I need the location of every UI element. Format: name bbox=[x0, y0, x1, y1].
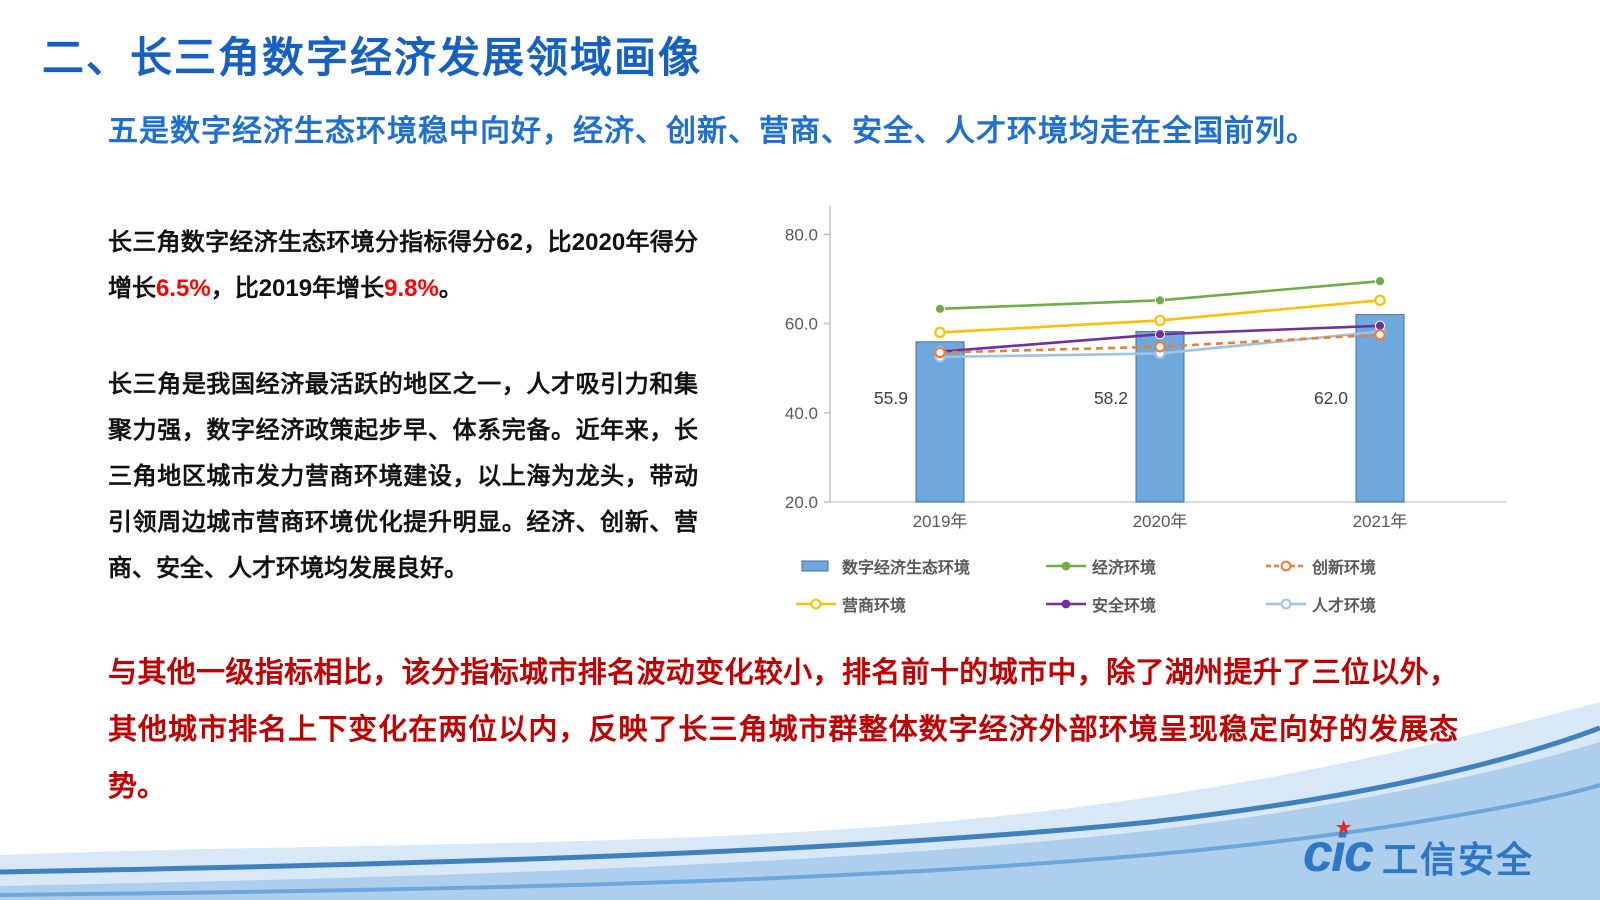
legend-label: 人才环境 bbox=[1312, 598, 1377, 615]
bottom-wave-decoration bbox=[0, 702, 1600, 900]
legend-bar-swatch-icon bbox=[801, 560, 829, 572]
svg-text:40.0: 40.0 bbox=[785, 404, 818, 423]
legend-item: 人才环境 bbox=[1266, 592, 1486, 616]
score-text-segment: 。 bbox=[438, 275, 463, 302]
wave-accent-line-2 bbox=[0, 783, 1600, 897]
legend-line-swatch-icon bbox=[1046, 599, 1086, 609]
wave-accent-line bbox=[0, 725, 1600, 875]
svg-text:2021年: 2021年 bbox=[1353, 512, 1408, 531]
combo-chart: 20.0 40.0 60.0 80.0 2019年 2020年 2021年 55.9 58.2 6… bbox=[785, 206, 1506, 531]
growth-2020-value: 6.5% bbox=[156, 275, 211, 302]
legend-line-swatch-icon bbox=[1046, 561, 1086, 571]
score-text-segment: 长三角数字经济生态环境分指标得分62，比2020年得分增长 bbox=[108, 229, 698, 302]
legend-label: 经济环境 bbox=[1092, 560, 1157, 577]
legend-item: 安全环境 bbox=[1046, 592, 1266, 616]
legend-item: 营商环境 bbox=[796, 592, 1046, 616]
conclusion-text: 与其他一级指标相比，该分指标城市排名波动变化较小，排名前十的城市中，除了湖州提升… bbox=[108, 657, 1458, 803]
legend-line-swatch-icon bbox=[796, 598, 836, 610]
svg-text:62.0: 62.0 bbox=[1314, 388, 1348, 408]
svg-text:80.0: 80.0 bbox=[785, 225, 818, 244]
svg-text:58.2: 58.2 bbox=[1094, 388, 1128, 408]
left-text-column: 长三角数字经济生态环境分指标得分62，比2020年得分增长6.5%，比2019年… bbox=[108, 220, 698, 592]
legend-item: 数字经济生态环境 bbox=[796, 554, 1046, 578]
page-title: 二、长三角数字经济发展领域画像 bbox=[42, 34, 703, 81]
svg-text:20.0: 20.0 bbox=[785, 493, 818, 512]
cic-logo-text: cic bbox=[1302, 823, 1374, 883]
legend-label: 营商环境 bbox=[842, 598, 907, 615]
legend-label: 创新环境 bbox=[1312, 560, 1377, 577]
cic-logo: cic ★ bbox=[1302, 818, 1374, 883]
svg-text:60.0: 60.0 bbox=[785, 315, 818, 334]
logo: cic ★ 工信安全 bbox=[1302, 818, 1534, 883]
score-text-segment: ，比2019年增长 bbox=[210, 275, 385, 302]
legend-item: 创新环境 bbox=[1266, 554, 1486, 578]
subtitle: 五是数字经济生态环境稳中向好，经济、创新、营商、安全、人才环境均走在全国前列。 bbox=[108, 115, 1317, 148]
paragraph-score: 长三角数字经济生态环境分指标得分62，比2020年得分增长6.5%，比2019年… bbox=[108, 220, 698, 312]
chart-legend: 数字经济生态环境 经济环境 创新环境营商环境 安全环境 人才环境 bbox=[796, 554, 1530, 616]
logo-company-name: 工信安全 bbox=[1381, 838, 1534, 880]
svg-text:2020年: 2020年 bbox=[1133, 512, 1188, 531]
legend-line-swatch-icon bbox=[1266, 598, 1306, 610]
svg-text:55.9: 55.9 bbox=[874, 388, 908, 408]
wave-medium bbox=[0, 742, 1600, 900]
legend-label: 数字经济生态环境 bbox=[842, 560, 971, 577]
growth-2019-value: 9.8% bbox=[384, 275, 439, 302]
chart-area: 20.0 40.0 60.0 80.0 2019年 2020年 2021年 55.9 58.2 6… bbox=[750, 196, 1530, 616]
svg-text:2019年: 2019年 bbox=[913, 512, 968, 531]
legend-label: 安全环境 bbox=[1092, 598, 1157, 615]
paragraph-description: 长三角是我国经济最活跃的地区之一，人才吸引力和集聚力强，数字经济政策起步早、体系… bbox=[108, 371, 698, 582]
legend-line-swatch-icon bbox=[1266, 560, 1306, 572]
legend-item: 经济环境 bbox=[1046, 554, 1266, 578]
star-icon: ★ bbox=[1334, 817, 1353, 839]
